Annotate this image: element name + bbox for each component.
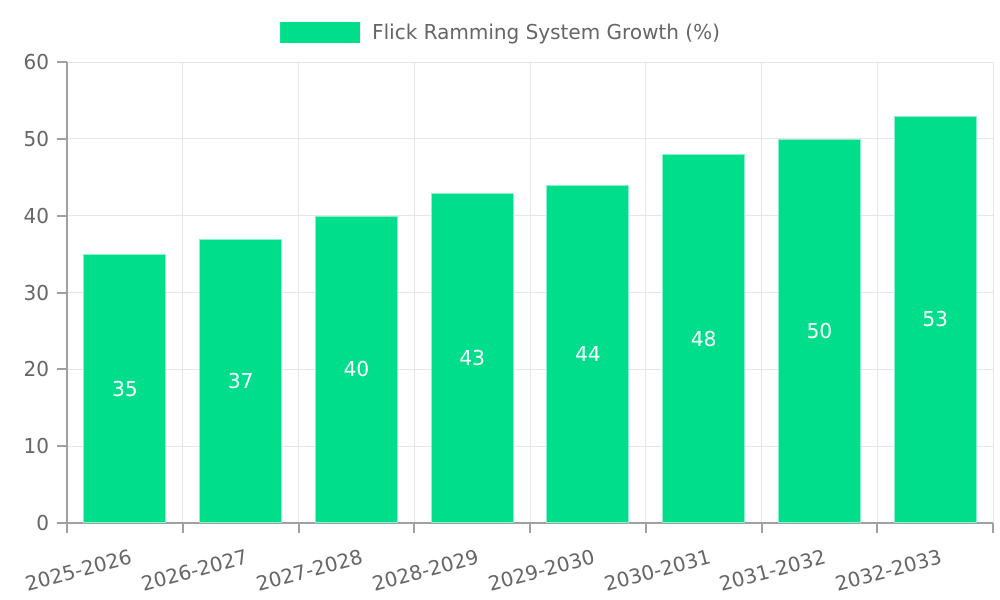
bar-2028-2029[interactable] <box>430 192 514 523</box>
bar-2029-2030[interactable] <box>546 184 630 523</box>
y-axis-tick-label: 60 <box>23 50 49 74</box>
y-axis-tick <box>57 137 67 140</box>
bar-2025-2026[interactable] <box>83 254 167 523</box>
bar-2031-2032[interactable] <box>777 138 861 523</box>
y-axis-tick <box>57 214 67 217</box>
y-axis-tick <box>57 291 67 294</box>
legend-label: Flick Ramming System Growth (%) <box>372 20 720 44</box>
bar-2026-2027[interactable] <box>199 238 283 523</box>
x-axis-tick <box>644 523 647 533</box>
y-axis-tick <box>57 445 67 448</box>
x-axis-tick <box>529 523 531 533</box>
y-axis-tick-label: 20 <box>23 357 49 382</box>
x-gridline <box>992 62 994 523</box>
y-axis-tick-label: 40 <box>23 203 49 228</box>
y-axis-tick <box>57 368 67 371</box>
x-gridline <box>298 62 299 523</box>
x-axis-tick <box>66 523 68 533</box>
legend-item[interactable]: Flick Ramming System Growth (%) <box>280 20 720 44</box>
x-axis-tick <box>876 523 879 533</box>
x-gridline <box>182 62 184 523</box>
x-gridline <box>645 62 647 523</box>
x-gridline <box>413 62 415 523</box>
x-axis-tick <box>181 523 184 533</box>
bar-2027-2028[interactable] <box>314 215 398 523</box>
x-axis-tick <box>297 523 300 533</box>
bar-2030-2031[interactable] <box>662 154 746 523</box>
bar-2032-2033[interactable] <box>893 115 977 523</box>
y-axis-tick-label: 30 <box>23 280 49 305</box>
y-axis-tick <box>57 522 67 524</box>
y-axis-tick-label: 50 <box>23 126 49 151</box>
x-gridline <box>761 62 762 523</box>
x-axis-tick <box>413 523 416 533</box>
y-axis-tick <box>57 61 67 63</box>
x-gridline <box>529 62 531 523</box>
y-axis-tick-label: 10 <box>23 434 49 459</box>
legend-swatch <box>280 21 361 43</box>
x-axis-tick <box>992 523 994 533</box>
x-gridline <box>876 62 878 523</box>
y-axis-tick-label: 0 <box>36 511 49 535</box>
x-axis-tick <box>760 523 763 533</box>
y-axis-line <box>66 62 68 523</box>
